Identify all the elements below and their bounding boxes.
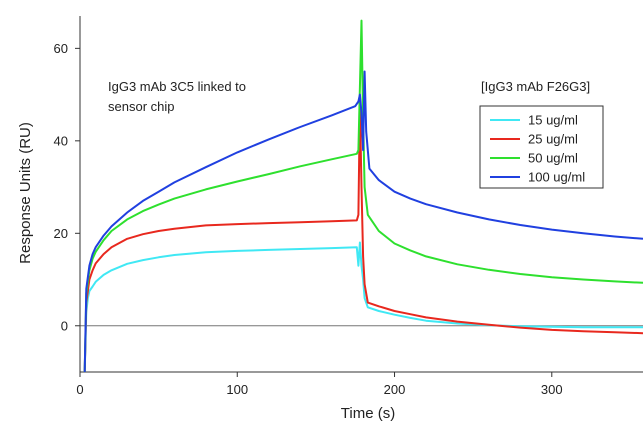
annotation-line-2: sensor chip (108, 99, 174, 114)
series-line-2 (83, 102, 643, 373)
legend-label-4: 100 ug/ml (528, 170, 585, 185)
text-layer: IgG3 mAb 3C5 linked to sensor chip [IgG3… (17, 79, 590, 422)
y-axis-title: Response Units (RU) (17, 122, 34, 264)
x-tick-label: 200 (384, 382, 406, 397)
series-line-1 (83, 241, 643, 373)
axes-layer: 0 20 40 60 0 100 200 300 (54, 16, 643, 397)
series-layer (83, 19, 643, 373)
y-tick-label: 40 (54, 133, 68, 148)
legend-label-3: 50 ug/ml (528, 151, 578, 166)
y-tick-label: 60 (54, 41, 68, 56)
y-tick-label: 20 (54, 226, 68, 241)
series-line-3 (83, 19, 643, 373)
annotation-line-1: IgG3 mAb 3C5 linked to (108, 79, 246, 94)
x-tick-label: 0 (76, 382, 83, 397)
legend: 15 ug/ml 25 ug/ml 50 ug/ml 100 ug/ml (479, 105, 604, 189)
legend-label-2: 25 ug/ml (528, 132, 578, 147)
x-tick-label: 300 (541, 382, 563, 397)
series-line-4 (83, 70, 643, 373)
y-tick-label: 0 (61, 318, 68, 333)
x-axis-title: Time (s) (341, 405, 395, 422)
legend-title: [IgG3 mAb F26G3] (481, 79, 590, 94)
x-tick-label: 100 (226, 382, 248, 397)
legend-frame (479, 105, 604, 189)
legend-label-1: 15 ug/ml (528, 113, 578, 128)
